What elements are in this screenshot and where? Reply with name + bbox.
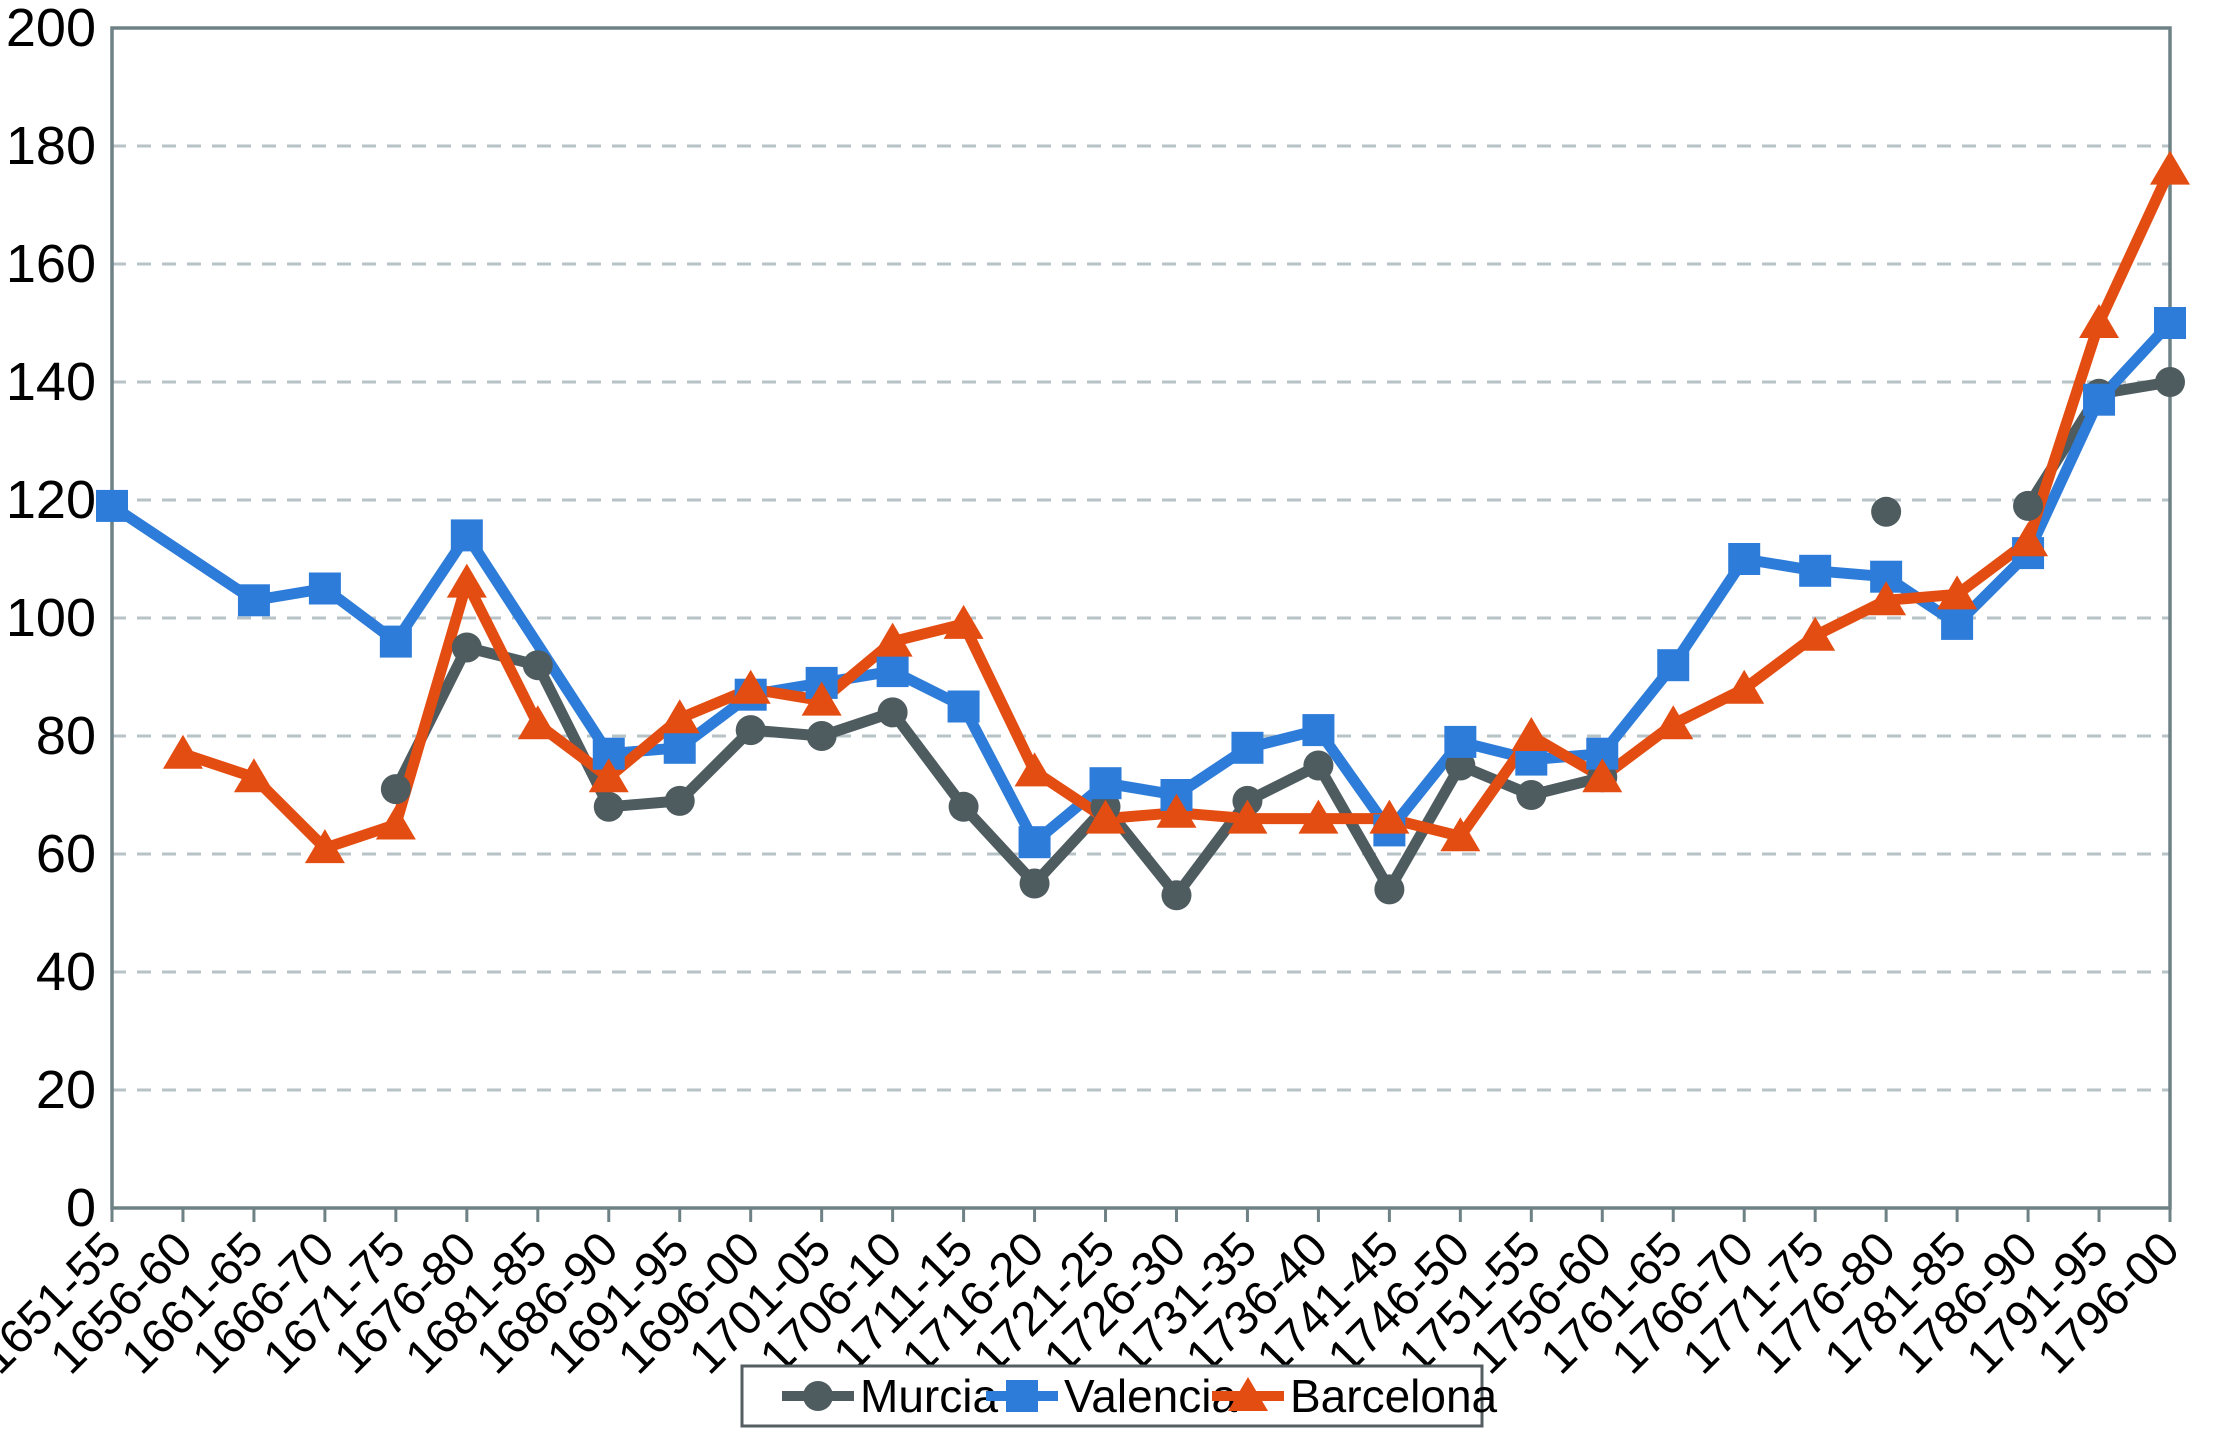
y-axis-tick-label: 80 [36, 706, 96, 766]
data-point-valencia-1691-95 [663, 731, 696, 764]
data-point-barcelona-1761-65 [1653, 705, 1694, 740]
data-point-murcia-1671-75 [380, 774, 411, 805]
data-point-murcia-1681-85 [522, 650, 553, 681]
data-point-barcelona-1696-00 [730, 669, 771, 704]
data-point-barcelona-1686-90 [588, 758, 629, 793]
legend-label-valencia: Valencia [1064, 1370, 1237, 1422]
data-point-valencia-1746-50 [1444, 725, 1477, 758]
data-point-barcelona-1776-80 [1866, 581, 1907, 616]
data-point-barcelona-1741-45 [1369, 799, 1410, 834]
series-line-murcia [1029, 801, 1112, 889]
data-point-valencia-1796-00 [2154, 307, 2186, 339]
series-line-murcia [887, 706, 970, 813]
y-axis-tick-label: 20 [36, 1060, 96, 1120]
data-point-murcia-1751-55 [1516, 780, 1547, 810]
y-axis-tick-label: 100 [6, 588, 96, 648]
data-point-barcelona-1771-75 [1795, 616, 1836, 651]
data-point-valencia-1661-65 [237, 584, 270, 617]
data-point-barcelona-1666-70 [304, 829, 345, 864]
data-point-murcia-1706-10 [877, 697, 908, 728]
data-point-valencia-1781-85 [1941, 607, 1974, 640]
data-point-barcelona-1681-85 [517, 705, 558, 740]
data-point-barcelona-1671-75 [375, 805, 416, 840]
data-point-murcia-1776-80 [1871, 496, 1902, 527]
plot-frame [110, 26, 2172, 1210]
data-point-valencia-1736-40 [1302, 714, 1335, 747]
y-axis-tick-label: 60 [36, 824, 96, 884]
data-point-barcelona-1701-05 [801, 681, 842, 716]
legend-marker-barcelona [1228, 1377, 1268, 1411]
legend-marker-murcia [803, 1381, 833, 1411]
data-point-barcelona-1766-70 [1724, 669, 1765, 704]
data-point-murcia-1676-80 [451, 632, 482, 663]
y-axis-tick-label: 160 [6, 234, 96, 294]
data-point-murcia-1686-90 [593, 791, 624, 822]
data-point-murcia-1736-40 [1303, 750, 1334, 781]
y-axis-tick-label: 0 [66, 1178, 96, 1238]
data-point-barcelona-1661-65 [233, 758, 274, 793]
y-axis-tick-label: 120 [6, 470, 96, 530]
data-point-barcelona-1791-95 [2079, 304, 2120, 338]
data-point-murcia-1726-30 [1161, 880, 1192, 911]
data-point-valencia-1771-75 [1799, 554, 1832, 587]
data-point-barcelona-1676-80 [446, 563, 487, 598]
data-point-murcia-1796-00 [2155, 367, 2185, 397]
series-line-murcia [1312, 760, 1395, 895]
legend-box [740, 1364, 1484, 1428]
data-point-murcia-1741-45 [1374, 874, 1405, 905]
data-point-valencia-1761-65 [1657, 649, 1690, 682]
data-point-murcia-1746-50 [1445, 750, 1476, 781]
data-point-valencia-1676-80 [450, 519, 483, 552]
data-point-valencia-1721-25 [1089, 767, 1122, 800]
data-point-barcelona-1691-95 [659, 699, 700, 734]
data-point-barcelona-1726-30 [1156, 793, 1197, 828]
data-point-valencia-1706-10 [876, 655, 909, 688]
data-point-valencia-1711-15 [947, 690, 980, 723]
data-point-valencia-1716-20 [1018, 826, 1051, 859]
data-point-barcelona-1731-35 [1227, 799, 1268, 834]
legend-label-murcia: Murcia [860, 1370, 998, 1422]
data-point-murcia-1786-90 [2013, 490, 2044, 521]
data-point-valencia-1731-35 [1231, 731, 1264, 764]
data-point-barcelona-1781-85 [1937, 575, 1978, 610]
data-point-valencia-1766-70 [1728, 543, 1761, 575]
data-point-barcelona-1656-60 [162, 734, 203, 769]
data-point-murcia-1716-20 [1019, 868, 1050, 899]
data-point-barcelona-1721-25 [1085, 799, 1126, 834]
data-point-murcia-1696-00 [735, 715, 766, 746]
data-point-valencia-1651-55 [96, 489, 128, 522]
data-point-barcelona-1736-40 [1298, 799, 1339, 834]
data-point-barcelona-1706-10 [872, 622, 913, 657]
legend-label-barcelona: Barcelona [1290, 1370, 1498, 1422]
y-axis-tick-label: 140 [6, 352, 96, 412]
y-axis-tick-label: 180 [6, 116, 96, 176]
series-line-valencia [106, 317, 2176, 848]
series-line-murcia [958, 801, 1041, 889]
data-point-valencia-1671-75 [379, 625, 412, 658]
data-point-barcelona-1751-55 [1511, 717, 1552, 751]
data-point-barcelona-1786-90 [2008, 522, 2049, 557]
data-point-barcelona-1756-60 [1582, 758, 1623, 793]
y-axis-tick-label: 40 [36, 942, 96, 1002]
data-point-barcelona-1796-00 [2150, 150, 2190, 185]
data-point-barcelona-1746-50 [1440, 817, 1481, 852]
series-line-murcia [674, 724, 757, 807]
data-point-murcia-1701-05 [806, 721, 837, 751]
legend-marker-valencia [1006, 1380, 1038, 1412]
y-axis-tick-label: 200 [6, 0, 96, 58]
data-point-valencia-1791-95 [2083, 383, 2116, 416]
data-point-valencia-1666-70 [308, 572, 341, 605]
data-point-murcia-1691-95 [664, 785, 695, 816]
data-point-barcelona-1716-20 [1014, 752, 1055, 787]
data-point-murcia-1711-15 [948, 791, 979, 822]
data-point-barcelona-1711-15 [943, 604, 984, 639]
